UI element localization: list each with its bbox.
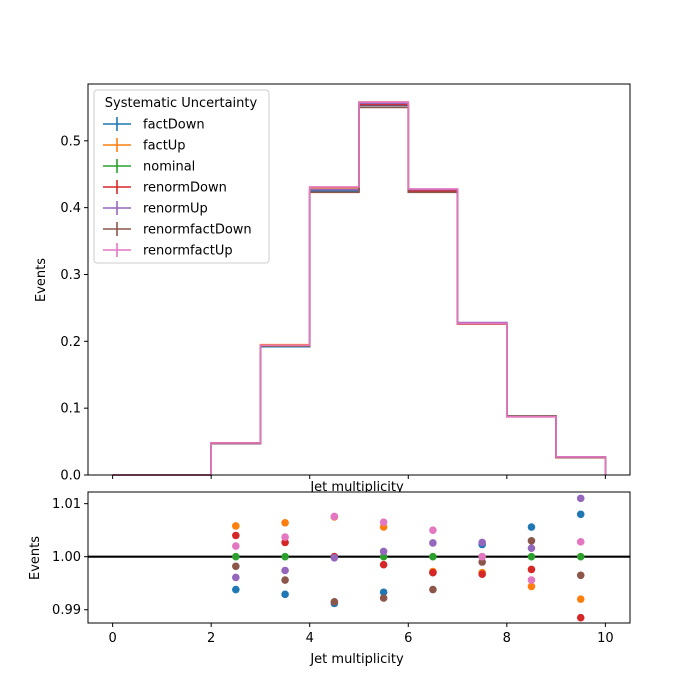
ratio-point-nominal [429, 552, 437, 561]
legend-entry-nominal: nominal [103, 159, 195, 175]
ratio-point-renormfactUp [379, 518, 388, 527]
ratio-point-factDown [281, 590, 289, 599]
top-y-tick-label: 0.4 [60, 201, 81, 216]
ratio-point-factUp [281, 518, 289, 527]
ratio-point-renormUp [330, 553, 339, 562]
legend-label-renormfactDown: renormfactDown [143, 223, 252, 238]
legend-entry-factDown: factDown [103, 117, 205, 133]
ratio-x-tick-label: 6 [404, 631, 412, 646]
ratio-point-nominal [576, 552, 585, 561]
legend-entry-factUp: factUp [103, 138, 186, 154]
ratio-point-renormDown [281, 538, 289, 547]
ratio-point-renormUp [232, 573, 240, 582]
legend-entry-renormfactDown: renormfactDown [103, 222, 252, 238]
legend-entry-renormUp: renormUp [103, 201, 208, 217]
ratio-point-renormfactUp [478, 552, 486, 561]
ratio-point-renormfactDown [232, 562, 240, 571]
ratio-point-renormfactUp [330, 512, 339, 521]
legend-label-nominal: nominal [143, 160, 195, 175]
legend: Systematic Uncertainty factDown factUp nom… [93, 89, 270, 264]
ratio-point-nominal [379, 552, 388, 561]
legend-entry-renormDown: renormDown [103, 180, 227, 196]
histogram-line-renormfactUp [112, 101, 607, 476]
ratio-point-nominal [527, 552, 536, 561]
ratio-point-renormUp [281, 566, 289, 575]
ratio-point-renormDown [232, 531, 240, 540]
ratio-point-renormfactUp [576, 538, 585, 546]
ratio-y-tick-label: 1.00 [52, 550, 81, 565]
top-y-tick-label: 0.5 [60, 134, 81, 149]
ratio-point-renormDown [478, 570, 486, 579]
top-x-axis-label: Jet multiplicity [309, 480, 404, 495]
ratio-x-axis-label: Jet multiplicity [309, 652, 404, 667]
ratio-point-factDown [576, 510, 585, 519]
ratio-x-tick-label: 8 [503, 631, 511, 646]
ratio-point-renormUp [478, 538, 486, 547]
legend-entries: factDown factUp nominal renormDown renormUp r… [103, 117, 252, 259]
top-axes-frame [87, 83, 631, 476]
ratio-point-factUp [232, 522, 240, 530]
ratio-point-renormUp [527, 544, 536, 553]
ratio-y-tick-label: 0.99 [52, 603, 81, 618]
ratio-point-factUp [576, 595, 585, 603]
ratio-point-factDown [232, 585, 240, 594]
ratio-point-renormfactDown [429, 585, 437, 594]
top-x-ticks [112, 475, 606, 479]
ratio-point-renormUp [379, 547, 388, 556]
top-y-tick-label: 0.3 [60, 268, 81, 283]
ratio-point-renormfactUp [281, 533, 289, 541]
ratio-y-tick-label: 1.01 [52, 497, 81, 512]
ratio-points-group [232, 494, 585, 622]
legend-label-renormUp: renormUp [143, 202, 208, 217]
ratio-point-renormfactDown [379, 594, 388, 602]
top-y-axis-label: Events [34, 258, 49, 302]
ratio-point-renormUp [429, 539, 437, 547]
ratio-x-tick-label: 10 [597, 631, 614, 646]
top-series-group [112, 101, 607, 476]
ratio-point-renormfactDown [576, 571, 585, 580]
ratio-point-factDown [379, 588, 388, 597]
ratio-point-renormfactUp [527, 576, 536, 584]
top-y-tick-label: 0.2 [60, 335, 81, 350]
legend-title: Systematic Uncertainty [105, 96, 258, 111]
ratio-point-renormDown [429, 568, 437, 577]
ratio-panel: 0.99 1.00 1.01 0 2 4 6 8 10 Events Jet multipli… [28, 491, 631, 667]
ratio-point-nominal [281, 552, 289, 561]
ratio-y-axis-label: Events [28, 536, 43, 580]
ratio-point-renormfactUp [429, 526, 437, 534]
ratio-x-tick-label: 2 [207, 631, 215, 646]
ratio-point-renormDown [379, 560, 388, 569]
ratio-y-ticks: 0.99 1.00 1.01 [52, 497, 88, 618]
legend-entry-renormfactUp: renormfactUp [103, 243, 233, 259]
ratio-point-renormfactDown [527, 536, 536, 545]
top-panel: 0.0 0.1 0.2 0.3 0.4 0.5 Events Jet multiplici… [34, 83, 631, 495]
ratio-point-renormfactDown [330, 597, 339, 606]
ratio-point-renormUp [576, 494, 585, 503]
ratio-point-renormDown [576, 613, 585, 622]
ratio-point-renormDown [527, 565, 536, 574]
top-y-ticks: 0.0 0.1 0.2 0.3 0.4 0.5 [60, 134, 88, 484]
ratio-x-tick-label: 0 [108, 631, 116, 646]
ratio-point-nominal [232, 552, 240, 561]
ratio-x-tick-label: 4 [306, 631, 314, 646]
legend-label-factDown: factDown [143, 118, 205, 133]
ratio-point-renormfactDown [478, 558, 486, 566]
legend-label-renormDown: renormDown [143, 181, 227, 196]
ratio-x-ticks: 0 2 4 6 8 10 [108, 623, 614, 646]
ratio-point-factDown [527, 523, 536, 531]
ratio-point-factUp [527, 582, 536, 591]
legend-label-factUp: factUp [143, 139, 186, 154]
top-y-tick-label: 0.1 [60, 402, 81, 417]
legend-box [93, 89, 270, 264]
ratio-point-renormfactDown [281, 576, 289, 584]
ratio-point-renormfactUp [232, 542, 240, 550]
ratio-axes-frame [87, 491, 631, 624]
top-y-tick-label: 0.0 [60, 469, 81, 484]
legend-label-renormfactUp: renormfactUp [143, 244, 233, 259]
